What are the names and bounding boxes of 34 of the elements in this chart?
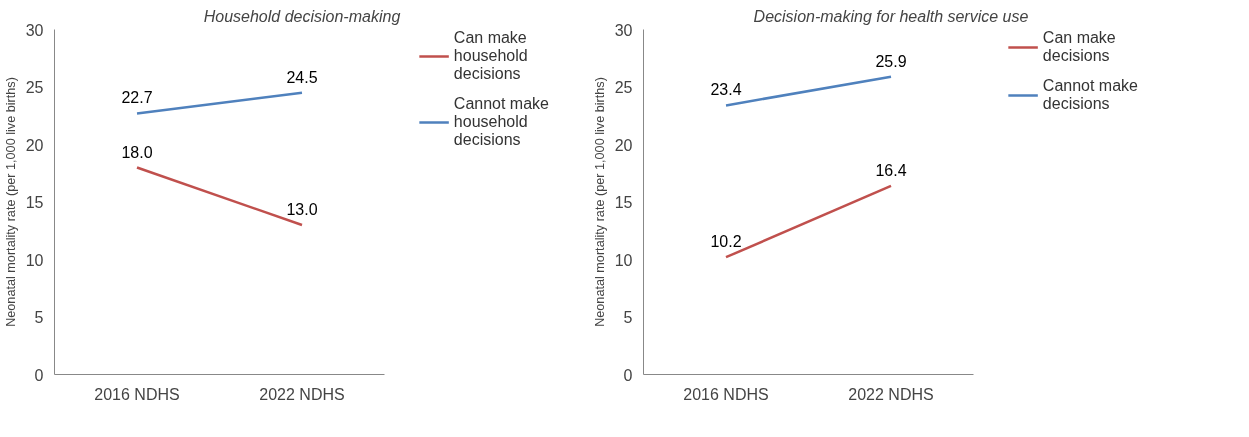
y-tick-label: 30 (614, 21, 633, 39)
data-label: 25.9 (875, 52, 907, 70)
y-tick-label: 15 (614, 194, 633, 211)
y-tick-label: 0 (623, 366, 633, 384)
x-tick-label: 2016 NDHS (94, 385, 180, 403)
y-tick-label: 30 (25, 21, 44, 39)
legend-label: Cannot make decisions (1042, 77, 1138, 113)
data-label: 10.2 (710, 233, 742, 251)
y-tick-label: 10 (25, 251, 44, 269)
y-tick-label: 25 (25, 79, 44, 96)
x-tick-label: 2022 NDHS (848, 385, 934, 403)
x-tick-label: 2016 NDHS (683, 385, 769, 403)
y-axis-title: Neonatal mortality rate (per 1,000 live births) (592, 77, 607, 327)
data-label: 13.0 (286, 201, 318, 218)
legend-label: Cannot make household decisions (453, 95, 549, 149)
y-tick-label: 5 (34, 309, 44, 326)
legend-label: Can make household decisions (453, 29, 528, 83)
chart-title: Household decision-making (203, 7, 401, 25)
y-tick-label: 20 (25, 136, 44, 154)
y-tick-label: 25 (614, 79, 633, 96)
data-label: 16.4 (875, 161, 907, 179)
y-tick-label: 5 (623, 309, 633, 326)
y-tick-label: 15 (25, 194, 44, 211)
chart-title: Decision-making for health service use (753, 7, 1029, 25)
data-label: 24.5 (286, 68, 318, 86)
y-tick-label: 20 (614, 136, 633, 154)
x-tick-label: 2022 NDHS (259, 385, 345, 403)
y-tick-label: 0 (34, 366, 44, 384)
data-label: 22.7 (121, 89, 153, 107)
data-label: 23.4 (710, 81, 742, 99)
y-tick-label: 10 (614, 251, 633, 269)
data-label: 18.0 (121, 143, 153, 161)
legend-label: Can make decisions (1042, 29, 1116, 65)
y-axis-title: Neonatal mortality rate (per 1,000 live births) (3, 77, 18, 327)
